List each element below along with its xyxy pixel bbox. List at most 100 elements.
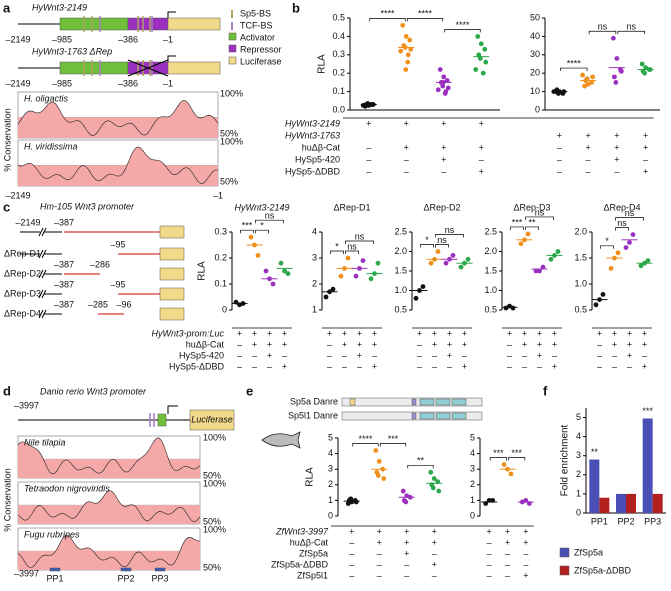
data-point <box>465 256 471 262</box>
sign: – <box>357 361 362 371</box>
y-tick-label: 4 <box>328 448 333 458</box>
sig-bracket <box>369 18 406 22</box>
sign: – <box>377 570 382 580</box>
domain <box>435 412 451 420</box>
sign: + <box>522 339 527 349</box>
sign: + <box>479 166 484 176</box>
sign: – <box>643 154 648 164</box>
data-point <box>442 91 448 96</box>
sign: + <box>552 361 557 371</box>
sign: – <box>417 350 422 360</box>
sign: – <box>487 548 492 558</box>
sig-bracket <box>330 250 344 254</box>
sign: + <box>643 166 648 176</box>
y-tick-label: 4 <box>470 448 475 458</box>
y-tick-label: 3 <box>328 464 333 474</box>
sign: – <box>252 361 257 371</box>
sign: + <box>627 350 632 360</box>
data-point <box>508 471 514 477</box>
sign: + <box>441 142 446 152</box>
sign: + <box>441 118 446 128</box>
data-point <box>482 46 488 52</box>
data-point <box>548 256 554 262</box>
sign: + <box>479 118 484 128</box>
data-point <box>615 250 621 256</box>
panel-title: Danio rerio Wnt3 promoter <box>40 386 147 396</box>
sign: + <box>523 526 528 536</box>
sign: – <box>417 339 422 349</box>
sig-bracket <box>420 244 434 248</box>
sig-label: ns <box>625 208 635 218</box>
sig-label: ns <box>445 225 455 235</box>
data-point <box>400 22 406 28</box>
data-point <box>590 74 596 80</box>
construct-name: HyWnt3-2149 <box>32 2 87 12</box>
sign: + <box>643 130 648 140</box>
sign: – <box>366 166 371 176</box>
sign: + <box>404 537 409 547</box>
sign: – <box>366 142 371 152</box>
region-label: PP3 <box>151 573 168 583</box>
sign: + <box>432 328 437 338</box>
sign: + <box>642 361 647 371</box>
panel-title: Hm-105 Wnt3 promoter <box>40 201 135 211</box>
y-tick-label: 0 <box>470 510 475 520</box>
sig-label: ns <box>535 207 545 217</box>
data-point <box>403 499 409 505</box>
position: –386 <box>118 34 138 44</box>
y-tick-label: 3 <box>312 252 317 262</box>
pct-label: 100% <box>220 136 243 146</box>
data-point <box>348 496 354 502</box>
sig-label: *** <box>511 448 522 458</box>
domain <box>411 412 417 420</box>
sign: – <box>507 339 512 349</box>
tss-arrow <box>167 11 176 18</box>
sig-label: ** <box>528 217 536 227</box>
y-tick-label: 0 <box>222 304 227 314</box>
sign: – <box>432 570 437 580</box>
position: –1 <box>163 34 173 44</box>
sign: + <box>267 350 272 360</box>
x-tick-label: PP1 <box>591 516 608 526</box>
sign: + <box>327 328 332 338</box>
bar <box>599 497 610 513</box>
data-point <box>584 76 590 82</box>
luciferase <box>159 225 185 239</box>
sign: – <box>441 166 446 176</box>
sig-bracket <box>435 244 449 248</box>
sig-label: *** <box>388 434 399 444</box>
sign: + <box>357 339 362 349</box>
break-mark <box>38 309 47 319</box>
sign: + <box>404 142 409 152</box>
tss-arrow <box>167 55 176 62</box>
position: –1 <box>163 78 173 88</box>
pct-label: 50% <box>203 516 221 526</box>
sign: + <box>462 328 467 338</box>
data-point <box>618 68 624 74</box>
sign: – <box>614 166 619 176</box>
sign: + <box>237 328 242 338</box>
data-point <box>611 74 617 80</box>
position: –985 <box>52 78 72 88</box>
data-point <box>353 273 359 279</box>
y-axis-label: RLA <box>317 54 328 74</box>
region-label: PP1 <box>46 573 63 583</box>
data-point <box>263 268 269 274</box>
sign: + <box>505 537 510 547</box>
sign: – <box>505 559 510 569</box>
y-tick-label: 0.3 <box>214 226 227 236</box>
sign: + <box>404 118 409 128</box>
legend-swatch <box>559 547 570 558</box>
sign: + <box>537 339 542 349</box>
data-point <box>407 37 413 43</box>
y-tick-label: 2 <box>576 469 581 479</box>
sign: + <box>282 361 287 371</box>
luciferase <box>167 61 221 75</box>
conservation-area <box>18 146 218 186</box>
sig-bracket <box>435 234 464 238</box>
data-point <box>441 74 447 80</box>
sig-bracket <box>508 457 526 461</box>
sig-bracket <box>510 226 524 230</box>
region-mark <box>120 567 132 572</box>
